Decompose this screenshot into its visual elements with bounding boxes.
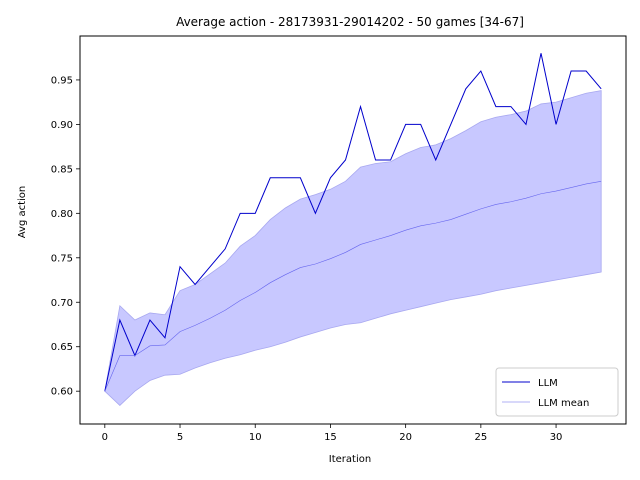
chart-title: Average action - 28173931-29014202 - 50 …	[176, 15, 524, 29]
series-lines-group	[104, 53, 602, 392]
plot-frame	[79, 35, 627, 425]
y-tick-label: 0.75	[51, 253, 73, 264]
series-line-llm	[104, 53, 602, 392]
x-ticks-group: 0 5 10 15 20 25 30	[102, 424, 563, 443]
x-tick-label: 30	[550, 432, 563, 443]
series-line-llm-mean	[104, 181, 602, 392]
x-axis-label: Iteration	[329, 454, 371, 465]
legend-box	[495, 367, 619, 417]
x-tick-label: 0	[102, 432, 108, 443]
y-axis-label: Avg action	[17, 186, 28, 238]
y-tick-label: 0.60	[51, 387, 73, 398]
x-tick-label: 5	[177, 432, 183, 443]
legend-label: LLM mean	[538, 398, 589, 409]
y-ticks-group: 0.60 0.65 0.70 0.75 0.80 0.85 0.90 0.95	[51, 75, 80, 398]
x-tick-label: 25	[474, 432, 487, 443]
y-tick-label: 0.65	[51, 342, 73, 353]
x-tick-label: 15	[324, 432, 337, 443]
y-tick-label: 0.95	[51, 75, 73, 86]
y-tick-label: 0.70	[51, 298, 73, 309]
legend: LLM LLM mean	[495, 367, 619, 417]
legend-label: LLM	[538, 378, 558, 389]
x-tick-label: 20	[399, 432, 412, 443]
y-tick-label: 0.90	[51, 120, 73, 131]
y-tick-label: 0.85	[51, 164, 73, 175]
x-tick-label: 10	[249, 432, 262, 443]
y-tick-label: 0.80	[51, 209, 73, 220]
